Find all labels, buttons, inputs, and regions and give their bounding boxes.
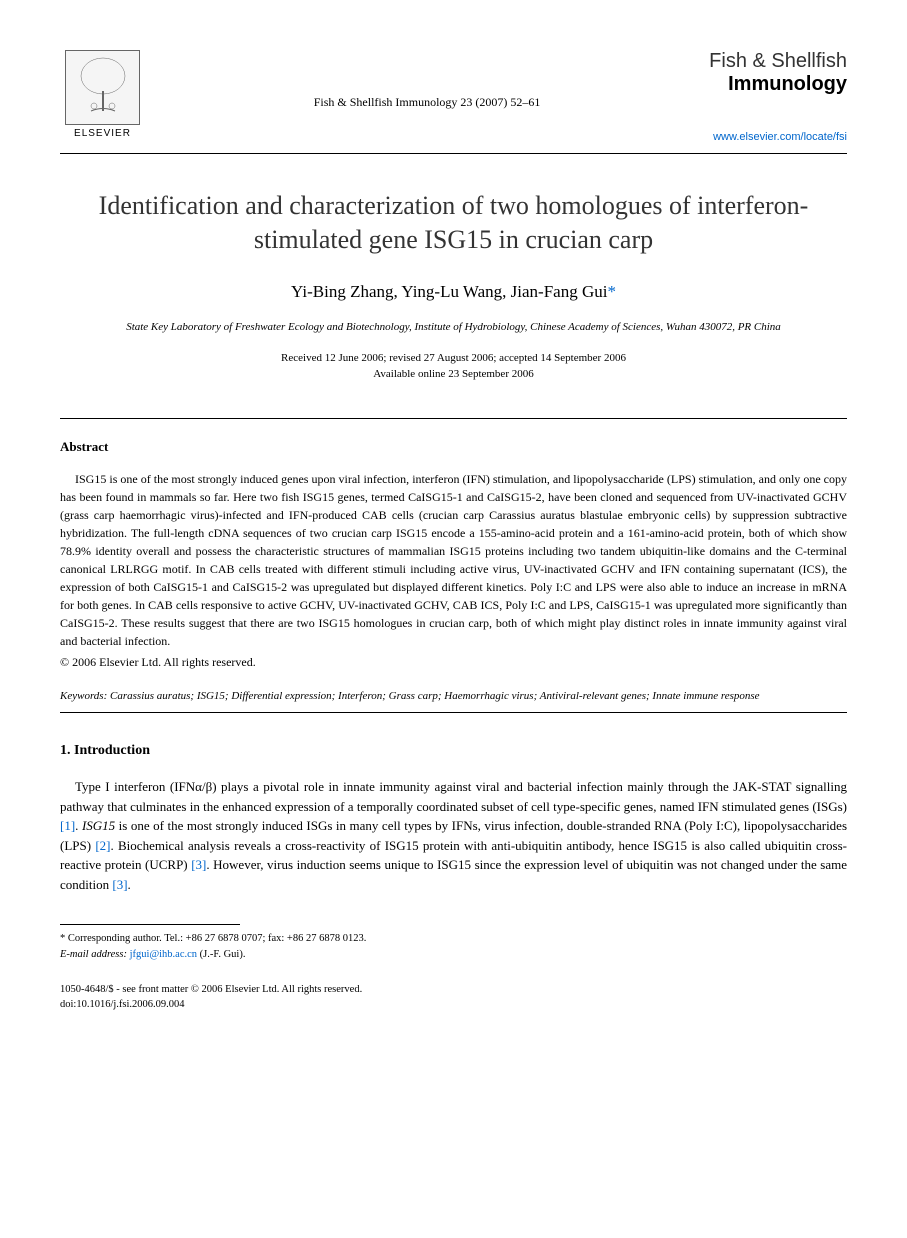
issn-info: 1050-4648/$ - see front matter © 2006 El… [60, 983, 847, 998]
keywords-label: Keywords: [60, 690, 107, 702]
section-divider-top [60, 418, 847, 419]
author-names: Yi-Bing Zhang, Ying-Lu Wang, Jian-Fang G… [291, 282, 607, 301]
journal-logo: Fish & Shellfish Immunology www.elsevier… [709, 50, 847, 143]
footer-info: 1050-4648/$ - see front matter © 2006 El… [60, 983, 847, 1012]
corresponding-asterisk: * [607, 282, 616, 301]
corresponding-email: E-mail address: jfgui@ihb.ac.cn (J.-F. G… [60, 947, 847, 963]
email-author: (J.-F. Gui). [200, 949, 246, 960]
keywords-text: Carassius auratus; ISG15; Differential e… [110, 690, 760, 702]
affiliation: State Key Laboratory of Freshwater Ecolo… [60, 320, 847, 335]
ref-link-3a[interactable]: [3] [191, 857, 206, 872]
authors: Yi-Bing Zhang, Ying-Lu Wang, Jian-Fang G… [60, 282, 847, 302]
ref-link-3b[interactable]: [3] [112, 877, 127, 892]
email-label: E-mail address: [60, 949, 127, 960]
footer-divider [60, 924, 240, 925]
introduction-heading: 1. Introduction [60, 743, 847, 759]
copyright: © 2006 Elsevier Ltd. All rights reserved… [60, 655, 847, 670]
article-title: Identification and characterization of t… [60, 189, 847, 257]
doi-info: doi:10.1016/j.fsi.2006.09.004 [60, 998, 847, 1013]
publisher-name: ELSEVIER [74, 128, 131, 139]
received-date: Received 12 June 2006; revised 27 August… [60, 350, 847, 367]
journal-url[interactable]: www.elsevier.com/locate/fsi [709, 131, 847, 143]
online-date: Available online 23 September 2006 [60, 366, 847, 383]
corresponding-author: * Corresponding author. Tel.: +86 27 687… [60, 931, 847, 963]
introduction-paragraph: Type I interferon (IFNα/β) plays a pivot… [60, 777, 847, 894]
header-divider [60, 153, 847, 154]
section-divider-bottom [60, 712, 847, 713]
page-header: ELSEVIER Fish & Shellfish Immunology 23 … [60, 50, 847, 145]
corresponding-contact: * Corresponding author. Tel.: +86 27 687… [60, 931, 847, 947]
publication-dates: Received 12 June 2006; revised 27 August… [60, 350, 847, 383]
ref-link-2[interactable]: [2] [95, 838, 110, 853]
journal-citation: Fish & Shellfish Immunology 23 (2007) 52… [145, 95, 709, 110]
ref-link-1[interactable]: [1] [60, 818, 75, 833]
abstract-text: ISG15 is one of the most strongly induce… [60, 470, 847, 650]
journal-name-line1: Fish & Shellfish [709, 50, 847, 73]
abstract-heading: Abstract [60, 439, 847, 455]
elsevier-tree-icon [65, 50, 140, 125]
email-address[interactable]: jfgui@ihb.ac.cn [130, 949, 197, 960]
journal-name-line2: Immunology [709, 73, 847, 96]
keywords: Keywords: Carassius auratus; ISG15; Diff… [60, 688, 847, 705]
publisher-logo: ELSEVIER [60, 50, 145, 145]
